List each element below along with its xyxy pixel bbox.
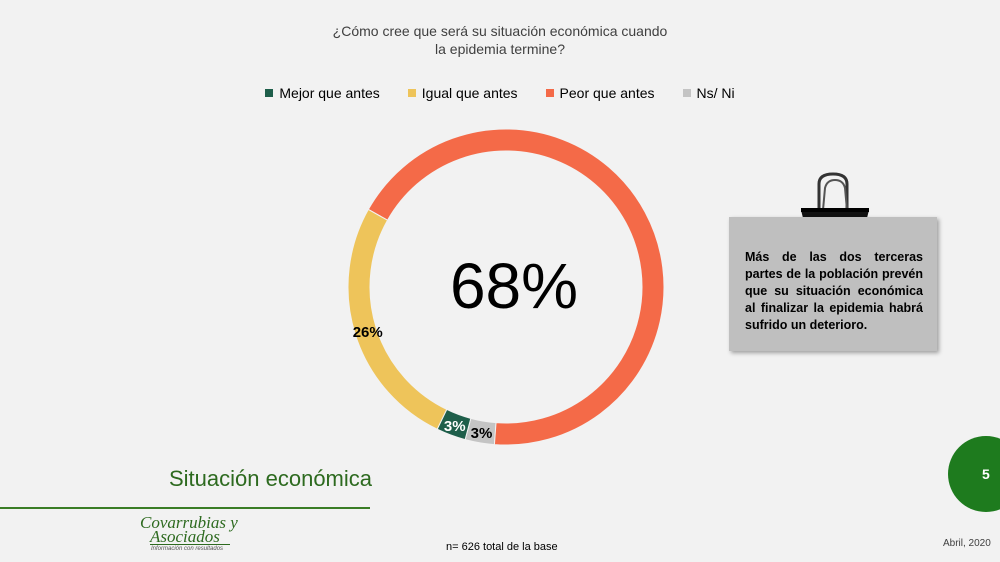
legend-swatch-peor	[545, 89, 554, 97]
base-note: n= 626 total de la base	[446, 541, 558, 553]
logo-name-line-2: Asociados	[150, 527, 220, 546]
donut-slice-mejor	[436, 408, 472, 441]
donut-slice-peor	[367, 128, 665, 446]
chart-title-line-2: la epidemia termine?	[435, 41, 565, 57]
chart-legend: Mejor que antes Igual que antes Peor que…	[0, 85, 1000, 101]
legend-item-nsni: Ns/ Ni	[682, 85, 735, 101]
legend-item-igual: Igual que antes	[407, 85, 518, 101]
logo-tagline: Información con resultados	[151, 546, 224, 552]
donut-slice-igual	[347, 208, 448, 430]
logo-underline	[150, 544, 230, 545]
donut-slice-label-mejor: 3%	[444, 418, 466, 435]
chart-title-line-1: ¿Cómo cree que será su situación económi…	[332, 23, 668, 39]
legend-swatch-igual	[407, 89, 416, 97]
donut-slice-labels: 3% 26% 3%	[353, 324, 493, 442]
donut-slice-label-igual: 26%	[353, 324, 383, 341]
date-label: Abril, 2020	[943, 538, 991, 549]
donut-slice-label-nsni: 3%	[471, 425, 493, 442]
legend-item-mejor: Mejor que antes	[265, 85, 380, 101]
donut-slices	[347, 128, 665, 446]
center-percentage: 68%	[450, 250, 578, 322]
legend-item-peor: Peor que antes	[545, 85, 655, 101]
section-divider	[0, 507, 370, 509]
chart-title: ¿Cómo cree que será su situación económi…	[300, 22, 700, 58]
note-text: Más de las dos terceras partes de la pob…	[745, 250, 923, 332]
legend-label-nsni: Ns/ Ni	[696, 85, 735, 101]
legend-label-igual: Igual que antes	[421, 85, 518, 101]
note-card: Más de las dos terceras partes de la pob…	[729, 217, 937, 351]
logo-name-line-1: Covarrubias y	[140, 513, 238, 532]
legend-swatch-nsni	[682, 89, 691, 97]
section-title: Situación económica	[169, 466, 373, 491]
legend-label-mejor: Mejor que antes	[279, 85, 380, 101]
page-number: 5	[982, 466, 990, 482]
legend-swatch-mejor	[265, 89, 274, 97]
legend-label-peor: Peor que antes	[559, 85, 655, 101]
company-logo: Covarrubias y Asociados Información con …	[140, 514, 240, 558]
